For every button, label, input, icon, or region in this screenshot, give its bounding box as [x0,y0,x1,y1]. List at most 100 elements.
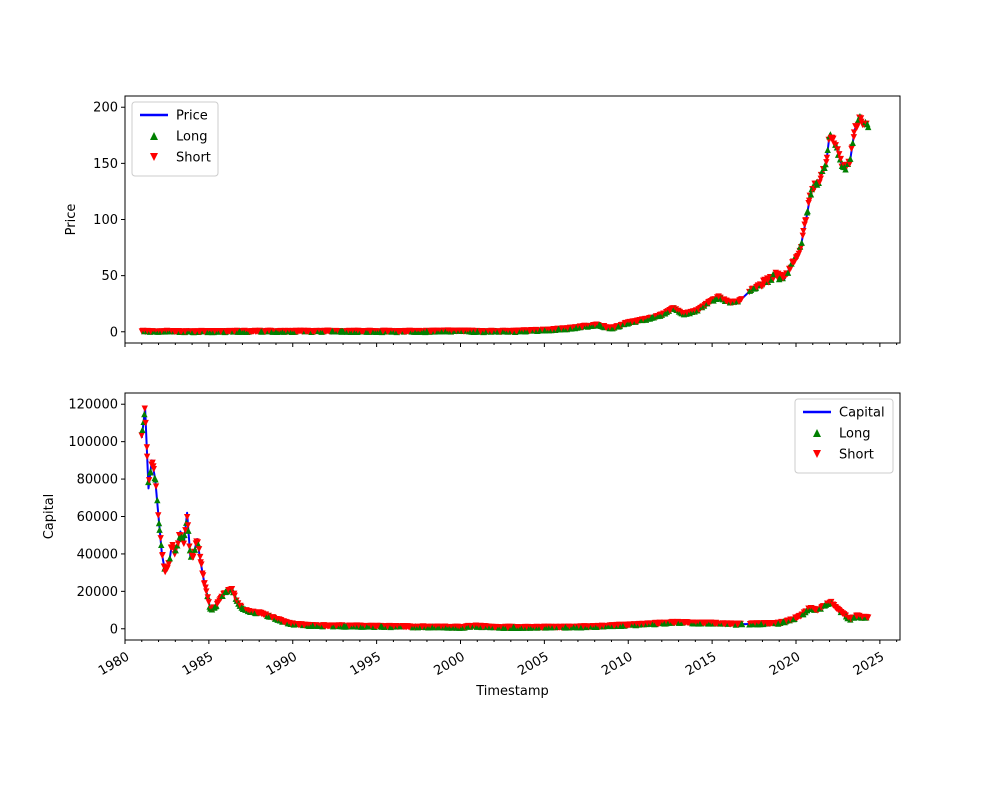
long-marker [738,620,746,628]
long-marker [139,426,146,434]
long-marker [847,155,854,162]
long-marker [155,519,163,527]
axes-frame [124,95,901,344]
short-marker [857,115,865,122]
short-marker [864,614,872,621]
long-marker [147,468,154,475]
short-marker [196,553,204,561]
y-tick-label: 40000 [77,547,118,562]
y-tick-label: 100 [93,213,118,228]
short-marker [202,584,209,591]
short-marker [190,553,197,560]
short-marker [854,121,862,129]
y-tick-label: 80000 [77,473,118,488]
axes-frame [124,392,901,641]
short-marker [800,228,807,235]
long-marker [768,276,775,283]
short-marker [194,539,201,546]
short-marker [850,129,858,136]
plot-area [138,112,872,336]
plot-area [138,405,872,631]
short-marker [169,541,176,549]
short-marker [143,453,151,460]
y-tick-label: 100000 [68,435,118,450]
short-marker [846,160,853,168]
legend-long-swatch [150,132,158,140]
y-tick-label: 20000 [77,585,118,600]
legend-label: Price [176,109,208,124]
short-marker [164,565,171,572]
long-marker [152,476,159,483]
long-marker [145,478,152,486]
long-marker [798,239,805,246]
y-tick-label: 150 [93,157,118,172]
short-marker [141,405,148,412]
short-marker [166,560,173,567]
short-marker [182,527,189,534]
short-marker [204,594,211,601]
legend-short-swatch [150,153,158,161]
short-marker [155,512,162,519]
short-marker [738,296,745,303]
short-marker [149,459,156,467]
short-marker [159,551,166,559]
long-marker [821,164,828,172]
legend-long-swatch [813,429,821,437]
legend-label: Short [176,151,211,166]
y-tick-label: 120000 [68,398,118,413]
y-tick-label: 60000 [77,510,118,525]
short-marker [180,540,188,547]
short-marker [834,146,841,153]
short-marker [205,599,212,606]
y-axis-label: Capital [42,494,57,540]
legend-frame [794,398,894,474]
short-marker [143,444,151,451]
long-marker [191,546,199,553]
long-marker [186,546,194,554]
y-tick-label: 0 [110,325,118,340]
short-marker [157,535,164,542]
short-marker [806,197,813,204]
legend-label: Long [839,427,870,442]
legend-label: Capital [839,406,885,421]
short-marker [850,134,858,141]
long-marker [141,410,148,418]
legend-short-swatch [813,450,821,458]
long-marker [179,535,187,542]
long-marker [824,146,831,154]
long-marker [864,123,872,131]
short-marker [203,588,210,595]
short-marker [152,483,160,490]
short-marker [201,580,208,587]
legend-label: Long [176,130,207,145]
short-marker [142,419,149,427]
short-marker [802,217,810,224]
long-marker [842,166,849,173]
price-subplot: 0 50 100 150 200 Price Price Long Short [64,95,901,347]
legend: Capital Long Short [794,398,894,474]
short-marker [832,142,839,149]
long-marker [158,541,165,549]
short-marker [836,151,843,158]
x-axis-label: Timestamp [475,684,549,699]
long-marker [849,139,856,147]
short-marker [817,175,824,183]
short-marker [837,155,844,163]
legend: Price Long Short [131,101,219,177]
short-marker [145,477,153,484]
y-tick-label: 0 [110,622,118,637]
short-marker [150,465,158,473]
long-marker [181,531,188,539]
long-marker [219,592,226,599]
short-marker [186,543,193,550]
y-tick-label: 50 [101,269,118,284]
long-marker [154,496,161,504]
short-marker [138,432,145,439]
long-marker [172,546,179,554]
short-marker [183,513,191,521]
y-tick-label: 200 [93,101,118,116]
short-marker [231,592,238,599]
long-marker [174,542,181,549]
